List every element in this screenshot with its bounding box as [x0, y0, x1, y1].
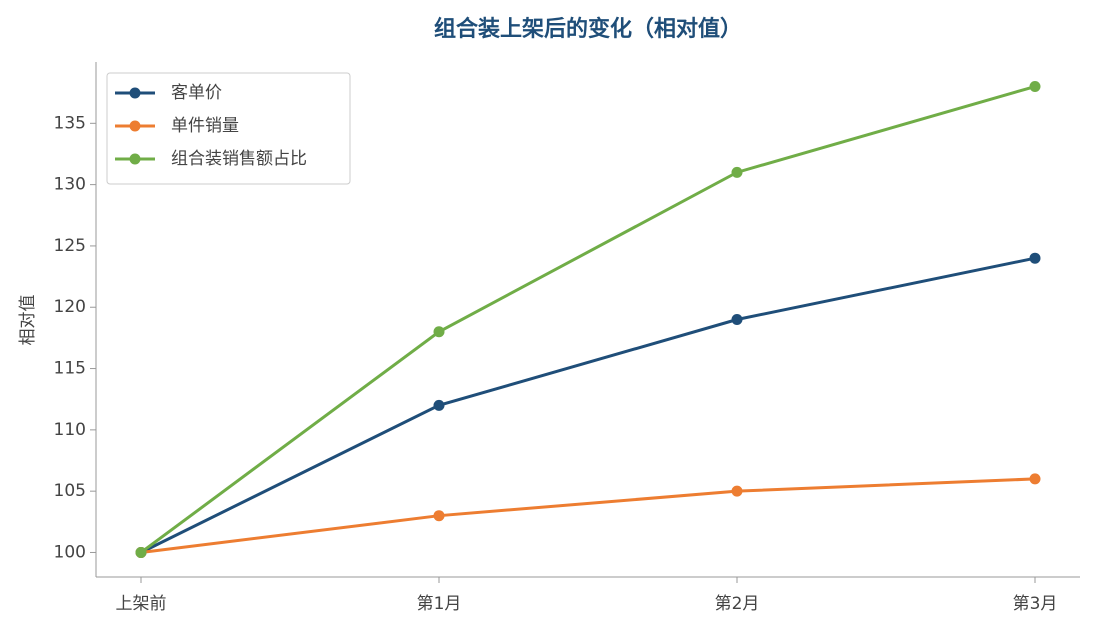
y-tick-label: 130 — [54, 175, 86, 195]
data-point — [1029, 81, 1041, 93]
y-tick-label: 135 — [54, 113, 86, 133]
series-line — [140, 256, 1036, 554]
legend-label: 单件销量 — [171, 116, 239, 136]
x-tick-label: 第2月 — [715, 594, 760, 614]
legend-label: 组合装销售额占比 — [171, 149, 307, 169]
y-axis-label: 相对值 — [18, 295, 38, 346]
data-point — [433, 326, 445, 338]
series-line — [140, 85, 1036, 554]
data-point — [1029, 252, 1041, 264]
series-line — [140, 477, 1036, 554]
x-tick-label: 第3月 — [1013, 594, 1058, 614]
y-tick-label: 115 — [54, 359, 86, 379]
chart-title: 组合装上架后的变化（相对值） — [434, 16, 742, 42]
legend-marker — [129, 87, 141, 99]
data-point — [1029, 473, 1041, 485]
y-tick-label: 125 — [54, 236, 86, 256]
data-point — [731, 314, 743, 325]
legend-label: 客单价 — [171, 83, 222, 103]
legend-marker — [129, 120, 141, 132]
y-tick-label: 100 — [54, 542, 86, 562]
data-point — [731, 485, 743, 497]
y-tick-label: 120 — [54, 297, 86, 317]
data-point — [731, 166, 743, 178]
data-point — [135, 546, 147, 558]
x-tick-label: 上架前 — [116, 594, 167, 614]
data-point — [433, 399, 445, 411]
x-tick-label: 第1月 — [417, 594, 462, 614]
y-tick-label: 105 — [54, 481, 86, 501]
legend-marker — [129, 153, 141, 165]
legend-box — [106, 72, 351, 185]
data-point — [433, 510, 445, 522]
y-tick-label: 110 — [54, 420, 86, 440]
